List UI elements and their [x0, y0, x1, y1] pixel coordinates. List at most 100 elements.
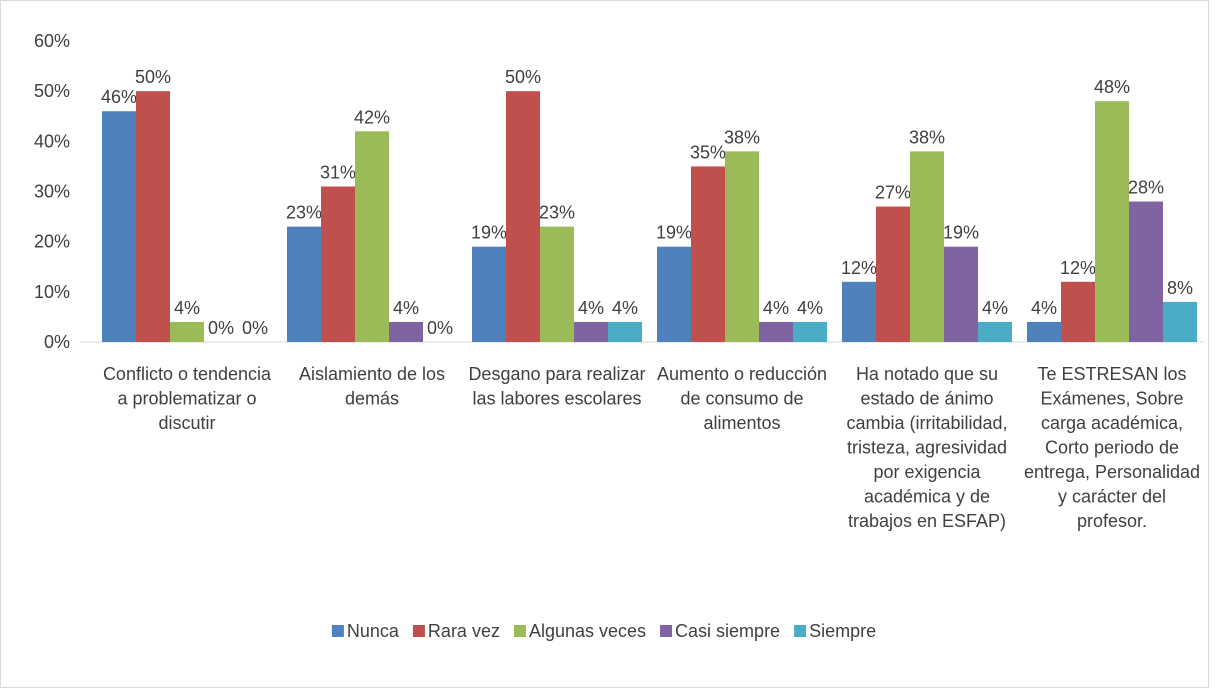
- x-tick-line: profesor.: [1077, 511, 1147, 531]
- legend-swatch: [331, 625, 344, 637]
- bar: [389, 321, 423, 342]
- x-tick-line: demás: [345, 389, 399, 409]
- x-tick-line: académica y de: [864, 487, 990, 507]
- data-label: 0%: [427, 318, 453, 338]
- x-tick-line: Exámenes, Sobre: [1040, 389, 1183, 409]
- data-label: 4%: [578, 298, 604, 318]
- x-tick-label: Aislamiento de los demás: [299, 364, 445, 409]
- x-tick-line: estado de ánimo: [860, 389, 993, 409]
- bar: [1061, 281, 1095, 342]
- bar: [355, 131, 389, 342]
- y-tick-label: 20%: [34, 232, 70, 252]
- data-label: 50%: [135, 67, 171, 87]
- x-tick-line: Te ESTRESAN los: [1037, 364, 1186, 384]
- legend-swatch: [412, 625, 425, 637]
- x-tick-label: Ha notado que su estado de ánimo cambia (i…: [846, 364, 1007, 531]
- x-tick-label: Te ESTRESAN los Exámenes, Sobre carga acad…: [1024, 364, 1200, 531]
- legend-swatch: [794, 625, 807, 637]
- data-label: 4%: [763, 298, 789, 318]
- legend-label: Nunca: [347, 621, 400, 641]
- bar: [472, 246, 506, 342]
- data-label: 23%: [539, 203, 575, 223]
- x-tick-line: cambia (irritabilidad,: [846, 413, 1007, 433]
- x-tick-line: y carácter del: [1058, 487, 1166, 507]
- x-tick-line: tristeza, agresividad: [847, 438, 1007, 458]
- bar: [321, 186, 355, 342]
- y-tick-label: 40%: [34, 131, 70, 151]
- data-label: 28%: [1128, 178, 1164, 198]
- x-tick-line: a problematizar o: [117, 389, 256, 409]
- y-tick-label: 0%: [44, 332, 70, 352]
- x-tick-line: alimentos: [703, 413, 780, 433]
- data-label: 19%: [471, 223, 507, 243]
- x-tick-line: carga académica,: [1041, 413, 1183, 433]
- data-label: 12%: [841, 258, 877, 278]
- bar: [1095, 101, 1129, 342]
- bar: [842, 281, 876, 342]
- legend: Nunca Rara vez Algunas veces Casi siempre Si…: [331, 621, 876, 641]
- x-tick-line: Desgano para realizar: [468, 364, 645, 384]
- x-tick-line: Ha notado que su: [856, 364, 998, 384]
- bar: [1027, 321, 1061, 342]
- data-label: 0%: [208, 318, 234, 338]
- x-tick-line: discutir: [158, 413, 215, 433]
- bar: [170, 321, 204, 342]
- data-label: 19%: [656, 223, 692, 243]
- x-tick-line: Aumento o reducción: [657, 364, 827, 384]
- x-tick-label: Desgano para realizar las labores escolar…: [468, 364, 645, 409]
- bar: [136, 91, 170, 343]
- y-tick-label: 50%: [34, 81, 70, 101]
- bar: [691, 166, 725, 342]
- x-tick-label: Aumento o reducción de consumo de alimento…: [657, 364, 827, 433]
- data-label: 38%: [909, 127, 945, 147]
- data-label: 19%: [943, 223, 979, 243]
- data-label: 46%: [101, 87, 137, 107]
- bar: [793, 321, 827, 342]
- data-label: 4%: [1031, 298, 1057, 318]
- x-tick-line: por exigencia: [873, 462, 981, 482]
- data-label: 42%: [354, 107, 390, 127]
- bar: [978, 321, 1012, 342]
- data-label: 12%: [1060, 258, 1096, 278]
- data-label: 8%: [1167, 278, 1193, 298]
- bar: [1163, 301, 1197, 342]
- bar: [876, 206, 910, 342]
- bar: [759, 321, 793, 342]
- data-label: 35%: [690, 142, 726, 162]
- bar: [102, 111, 136, 342]
- x-tick-line: entrega, Personalidad: [1024, 462, 1200, 482]
- data-label: 31%: [320, 162, 356, 182]
- data-label: 4%: [982, 298, 1008, 318]
- legend-label: Rara vez: [428, 621, 500, 641]
- legend-swatch: [513, 625, 526, 637]
- x-tick-line: trabajos en ESFAP): [848, 511, 1006, 531]
- y-tick-label: 30%: [34, 182, 70, 202]
- bar: [910, 151, 944, 342]
- x-tick-line: Corto periodo de: [1045, 438, 1179, 458]
- bar: [506, 91, 540, 343]
- x-tick-line: Conflicto o tendencia: [103, 364, 272, 384]
- x-tick-line: las labores escolares: [472, 389, 641, 409]
- bar: [725, 151, 759, 342]
- data-label: 38%: [724, 127, 760, 147]
- data-label: 23%: [286, 203, 322, 223]
- data-label: 4%: [393, 298, 419, 318]
- bar: [287, 226, 321, 342]
- x-tick-line: de consumo de: [680, 389, 803, 409]
- legend-swatch: [660, 625, 673, 637]
- data-label: 48%: [1094, 77, 1130, 97]
- bar: [944, 246, 978, 342]
- data-label: 4%: [612, 298, 638, 318]
- bar: [574, 321, 608, 342]
- data-label: 50%: [505, 67, 541, 87]
- data-label: 27%: [875, 183, 911, 203]
- legend-label: Algunas veces: [529, 621, 646, 641]
- y-tick-label: 10%: [34, 282, 70, 302]
- bar: [540, 226, 574, 342]
- bar: [608, 321, 642, 342]
- data-label: 0%: [242, 318, 268, 338]
- legend-label: Casi siempre: [675, 621, 780, 641]
- data-label: 4%: [174, 298, 200, 318]
- x-tick-line: Aislamiento de los: [299, 364, 445, 384]
